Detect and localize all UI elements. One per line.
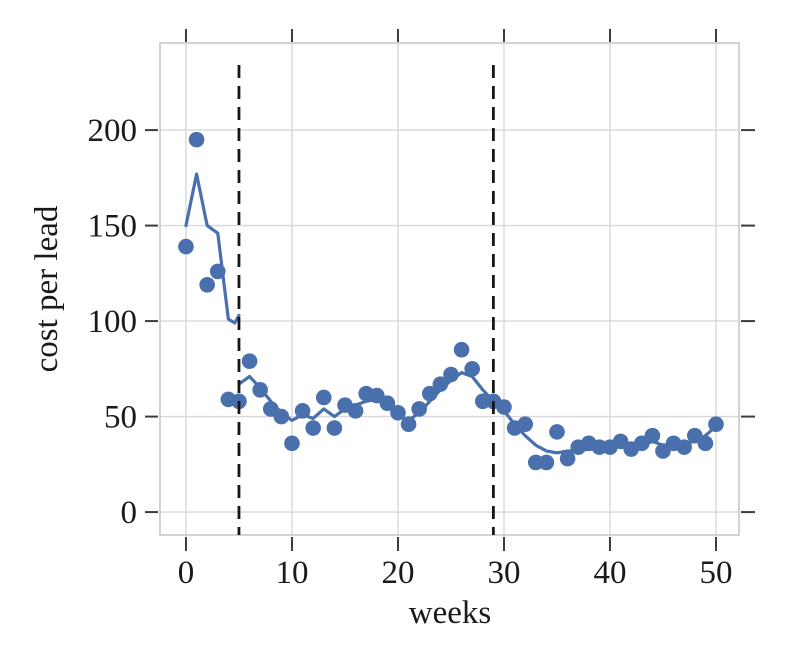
trend-line-pre-period: [184, 172, 241, 325]
x-tick-label-50: 50: [699, 555, 732, 591]
scatter-point-week-30: [496, 399, 512, 415]
y-tick-label-100: 100: [88, 304, 138, 340]
scatter-point-week-1: [188, 131, 205, 148]
scatter-point-week-13: [315, 389, 332, 406]
scatter-point-week-27: [464, 361, 480, 377]
intervention-lines-layer: [237, 65, 495, 535]
grid-layer: [160, 43, 739, 535]
x-axis-label: weeks: [409, 595, 491, 631]
data-layer: [178, 131, 724, 471]
x-tick-label-10: 10: [275, 555, 308, 591]
scatter-point-week-21: [400, 416, 417, 433]
scatter-point-week-32: [517, 416, 533, 433]
y-tick-label-0: 0: [121, 495, 138, 531]
tick-layer: [145, 29, 755, 551]
plot-border-layer: [159, 42, 740, 536]
x-tick-label-20: 20: [381, 555, 414, 591]
scatter-point-week-36: [559, 450, 576, 467]
x-tick-label-30: 30: [487, 555, 520, 591]
scatter-point-week-9: [273, 408, 290, 425]
x-tick-label-0: 0: [178, 555, 195, 591]
y-tick-label-150: 150: [88, 209, 138, 245]
scatter-point-week-35: [549, 424, 565, 440]
y-tick-label-200: 200: [88, 113, 138, 149]
scatter-point-week-34: [538, 454, 555, 471]
scatter-point-week-44: [644, 427, 661, 444]
y-axis-label: cost per lead: [29, 205, 65, 372]
scatter-point-week-10: [284, 435, 300, 452]
tick-label-layer: 0 10 20 30 40 50 0 50 100 150 200: [88, 113, 733, 591]
x-tick-label-40: 40: [593, 555, 626, 591]
scatter-point-week-26: [453, 341, 470, 358]
scatter-point-week-14: [326, 420, 343, 436]
cost-per-lead-observations: [178, 131, 724, 471]
y-tick-label-50: 50: [104, 400, 137, 436]
scatter-point-week-22: [411, 401, 427, 417]
scatter-point-week-6: [241, 353, 258, 369]
plot-border: [159, 42, 740, 536]
scatter-point-week-12: [305, 420, 321, 436]
trend-line-post-period: [237, 371, 718, 455]
scatter-point-week-2: [199, 276, 215, 293]
scatter-point-week-0: [178, 238, 194, 255]
